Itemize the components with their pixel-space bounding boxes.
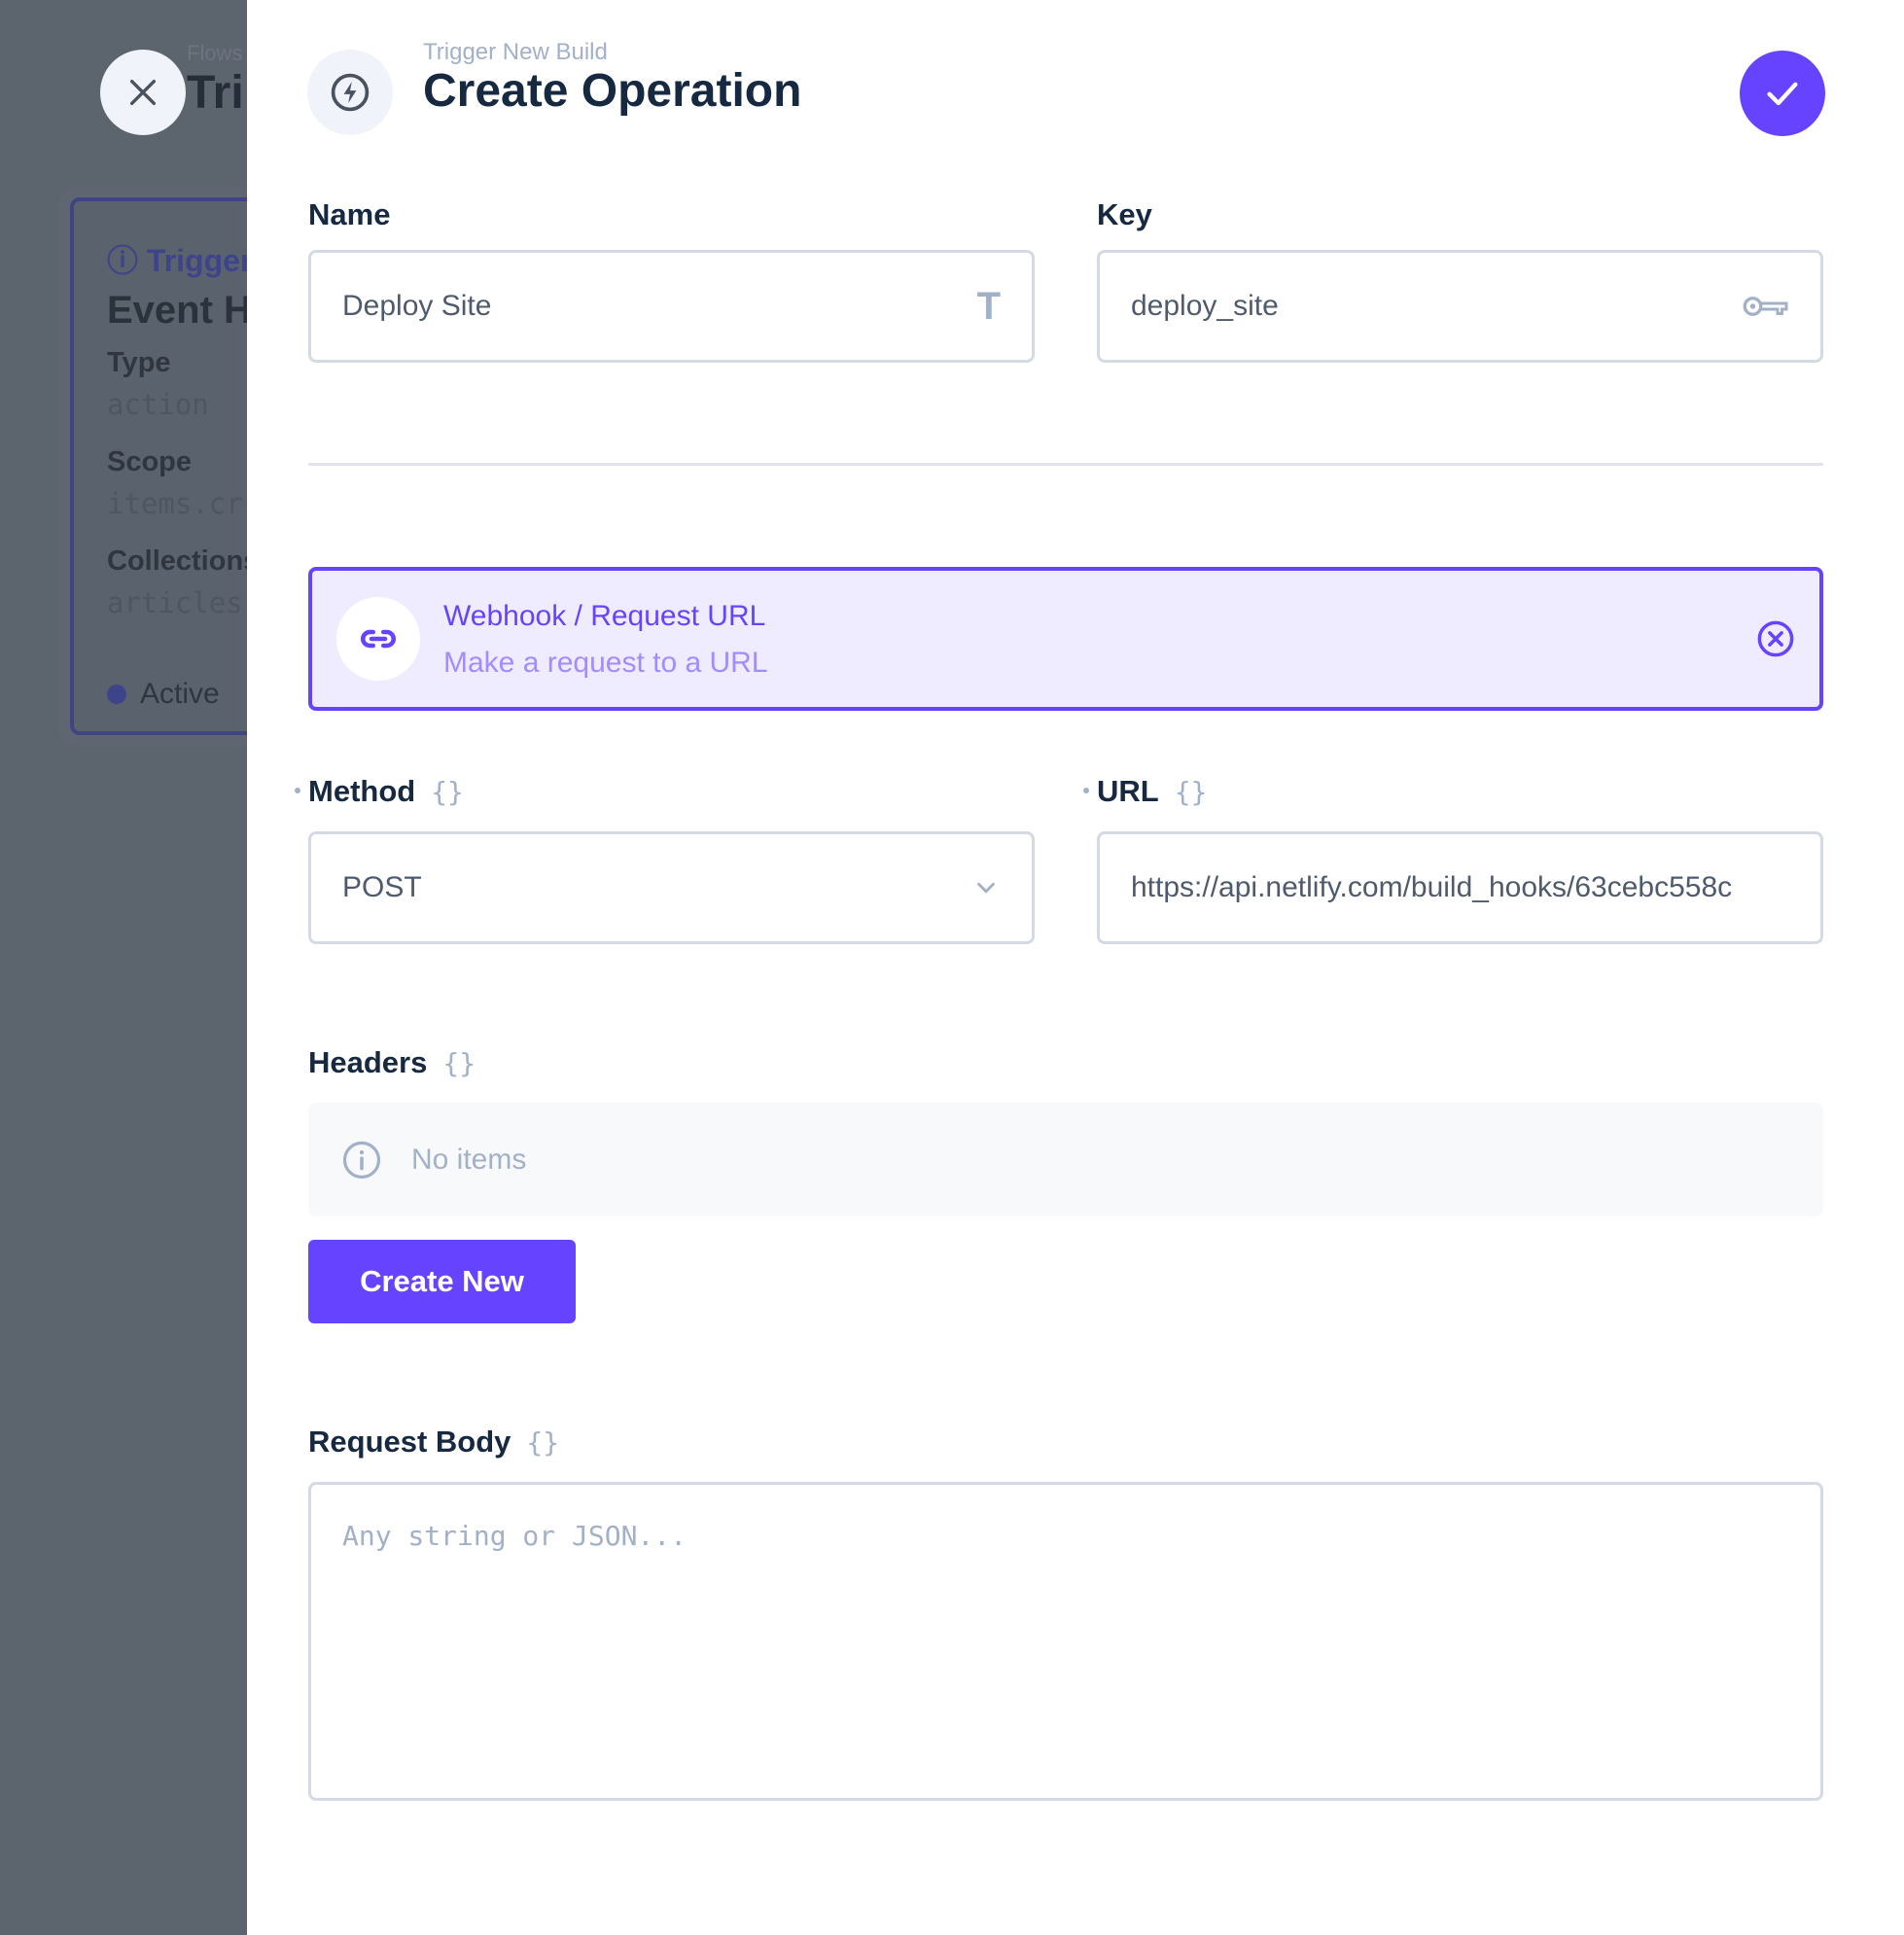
raw-value-icon[interactable]: {} xyxy=(442,1046,476,1079)
method-label: Method{} xyxy=(295,774,464,809)
request-body-label: Request Body{} xyxy=(308,1425,560,1459)
header-subtitle: Trigger New Build xyxy=(423,39,608,65)
background-title: Tri xyxy=(187,67,244,119)
raw-value-icon[interactable]: {} xyxy=(431,775,464,808)
field-label: Type xyxy=(107,347,171,378)
name-label: Name xyxy=(308,197,391,231)
key-label: Key xyxy=(1097,197,1152,231)
field-label: Collections xyxy=(107,545,247,577)
url-label: URL{} xyxy=(1083,774,1208,809)
check-icon xyxy=(1767,82,1798,106)
field-value: items.cr xyxy=(107,487,243,520)
operation-description: Make a request to a URL xyxy=(443,647,768,679)
method-select[interactable]: POST xyxy=(308,831,1035,944)
raw-value-icon[interactable]: {} xyxy=(526,1425,560,1459)
page-title: Create Operation xyxy=(423,65,802,117)
save-button[interactable] xyxy=(1740,51,1825,136)
trigger-card: ⓘ Trigger Event H Type action Scope item… xyxy=(70,197,247,735)
close-circle-icon xyxy=(1757,620,1794,657)
remove-operation-button[interactable] xyxy=(1755,618,1796,664)
close-icon xyxy=(129,79,157,106)
operation-icon xyxy=(336,597,420,681)
key-input[interactable]: deploy_site xyxy=(1097,250,1823,363)
close-button[interactable] xyxy=(100,50,186,135)
request-body-placeholder: Any string or JSON... xyxy=(342,1520,688,1552)
request-body-input[interactable]: Any string or JSON... xyxy=(308,1482,1823,1801)
key-icon xyxy=(1743,297,1788,316)
background-page: Flows Tri ⓘ Trigger Event H Type action … xyxy=(0,0,247,1935)
name-value: Deploy Site xyxy=(342,290,492,322)
text-icon: T xyxy=(976,284,1001,328)
create-new-button[interactable]: Create New xyxy=(308,1240,576,1323)
required-dot xyxy=(295,788,300,793)
method-value: POST xyxy=(342,871,422,903)
background-breadcrumb: Flows xyxy=(187,41,243,65)
required-dot xyxy=(1083,788,1089,793)
url-value: https://api.netlify.com/build_hooks/63ce… xyxy=(1131,871,1733,903)
raw-value-icon[interactable]: {} xyxy=(1174,775,1208,808)
headers-empty-notice: No items xyxy=(308,1103,1823,1216)
info-icon xyxy=(342,1141,381,1179)
headers-label: Headers{} xyxy=(308,1045,476,1079)
link-icon xyxy=(361,629,396,649)
bolt-icon: ⓘ xyxy=(107,243,139,278)
trigger-title: Event H xyxy=(107,289,247,332)
url-input[interactable]: https://api.netlify.com/build_hooks/63ce… xyxy=(1097,831,1823,944)
no-items-text: No items xyxy=(411,1143,527,1176)
divider xyxy=(308,463,1823,466)
status-toggle: Active xyxy=(107,678,220,711)
trigger-label: ⓘ Trigger xyxy=(107,243,247,278)
status-dot xyxy=(107,685,126,704)
operation-type-card[interactable]: Webhook / Request URL Make a request to … xyxy=(308,567,1823,711)
header-icon xyxy=(307,50,393,135)
field-label: Scope xyxy=(107,446,193,477)
field-value: articles xyxy=(107,586,243,619)
bolt-icon xyxy=(331,73,370,112)
field-value: action xyxy=(107,388,209,421)
chevron-down-icon xyxy=(977,882,995,894)
operation-title: Webhook / Request URL xyxy=(443,600,766,632)
name-input[interactable]: Deploy Site T xyxy=(308,250,1035,363)
key-value: deploy_site xyxy=(1131,290,1279,322)
